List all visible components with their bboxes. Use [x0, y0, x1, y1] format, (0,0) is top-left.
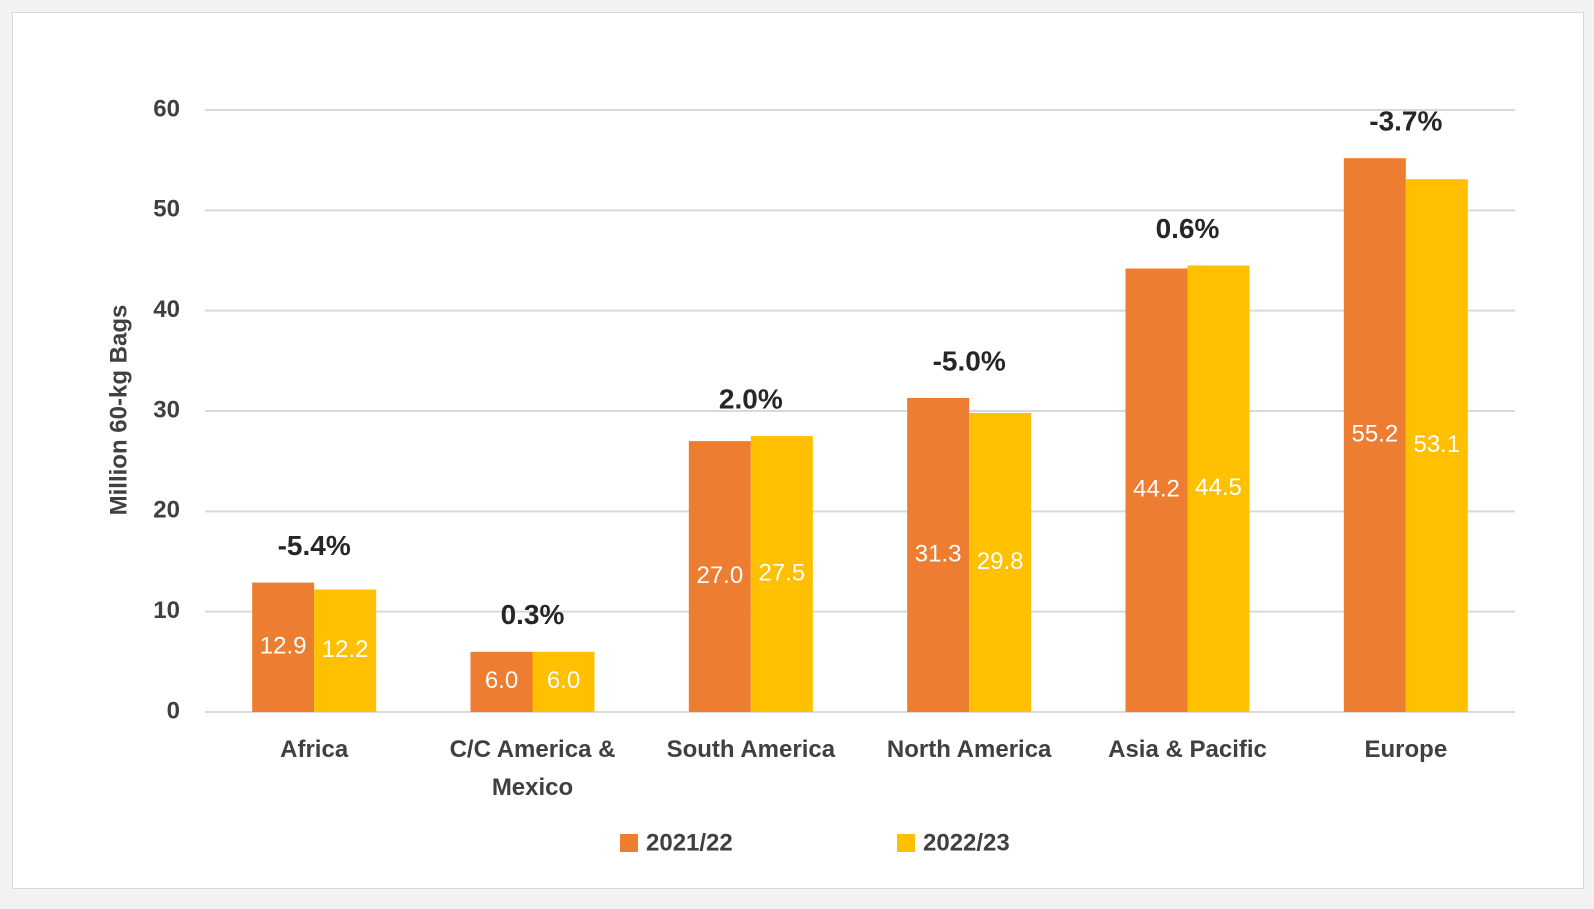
y-tick-label: 10 [153, 597, 180, 624]
legend-swatch [620, 834, 638, 852]
bar [470, 651, 533, 712]
change-annotation: 0.3% [501, 599, 565, 630]
y-axis-label: Million 60-kg Bags [105, 305, 132, 516]
x-tick-label: Asia & Pacific [1108, 736, 1267, 763]
change-annotation: 0.6% [1156, 213, 1220, 244]
bar-value-label: 55.2 [1351, 420, 1398, 447]
y-tick-label: 30 [153, 396, 180, 423]
bar [1343, 158, 1406, 712]
legend-label: 2022/23 [923, 829, 1010, 856]
bar [750, 436, 813, 712]
bar [907, 397, 970, 712]
y-tick-label: 20 [153, 497, 180, 524]
bar [688, 441, 751, 712]
bar [532, 651, 595, 712]
x-tick-label: North America [886, 736, 1052, 763]
y-tick-label: 50 [153, 196, 180, 223]
change-annotation: -5.4% [278, 530, 351, 561]
bar-value-label: 12.9 [260, 633, 307, 660]
bar-value-label: 31.3 [915, 540, 962, 567]
bar-value-label: 44.5 [1195, 474, 1242, 501]
bar-value-label: 29.8 [977, 548, 1024, 575]
bar [1405, 179, 1468, 713]
bar-value-label: 27.0 [696, 562, 743, 589]
x-tick-label: Africa [280, 736, 349, 763]
legend-swatch [897, 834, 915, 852]
bar [314, 589, 377, 712]
bar-value-label: 6.0 [547, 667, 580, 694]
bar-value-label: 6.0 [485, 667, 518, 694]
bar [969, 413, 1032, 712]
y-tick-label: 40 [153, 296, 180, 323]
x-tick-label: South America [666, 736, 836, 763]
y-tick-label: 0 [167, 697, 180, 724]
change-annotation: 2.0% [719, 383, 783, 414]
y-tick-label: 60 [153, 95, 180, 122]
bar [1125, 268, 1188, 712]
bar-value-label: 12.2 [322, 636, 369, 663]
bar-value-label: 27.5 [758, 559, 805, 586]
bar-value-label: 53.1 [1413, 431, 1460, 458]
bar-value-label: 44.2 [1133, 476, 1180, 503]
bar [252, 582, 315, 712]
bar [1187, 265, 1250, 712]
x-tick-label: Europe [1364, 736, 1448, 763]
change-annotation: -3.7% [1369, 106, 1442, 137]
x-tick-label: C/C America & Mexico [449, 736, 616, 801]
legend-label: 2021/22 [646, 829, 733, 856]
change-annotation: -5.0% [933, 345, 1006, 376]
